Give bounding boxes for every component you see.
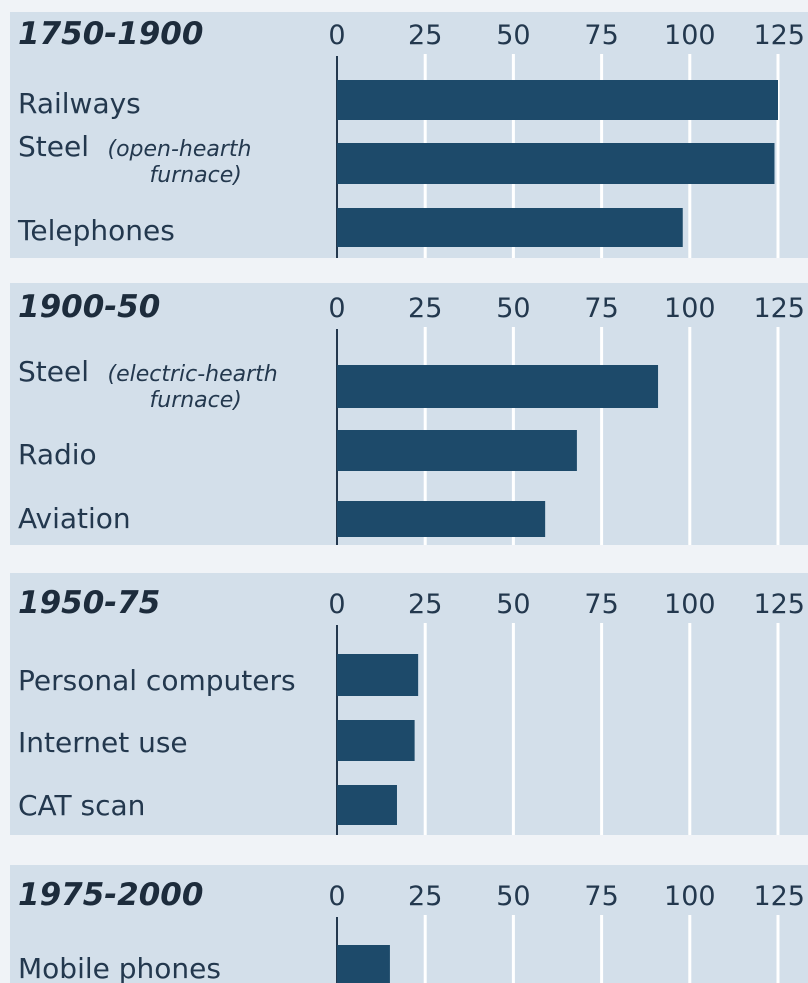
panel-4-tick-label: 75 [584,881,618,912]
bar-3-2 [337,720,415,761]
bar-1-2 [337,143,775,184]
panel-2-tick-label: 25 [408,293,442,324]
panel-1-tick-label: 75 [584,20,618,51]
bar-2-1-note-line-2: furnace) [150,388,242,413]
panel-2-period-label: 1900-50 [18,289,160,325]
bar-1-1 [337,80,778,120]
panel-1-tick-label: 50 [496,20,530,51]
bar-1-3 [337,208,683,247]
bar-3-2-category-label: Internet use [18,726,188,759]
panel-3-tick-label: 75 [584,589,618,620]
bar-1-2-category-label: Steel [18,130,89,163]
panel-4-tick-label: 125 [753,881,805,912]
bar-2-1-note-line-1: (electric-hearth [108,362,278,387]
bar-1-3-category-label: Telephones [17,214,175,247]
bar-2-1-category-label: Steel [18,355,89,388]
panel-1-tick-label: 125 [753,20,805,51]
bar-3-1 [337,654,419,696]
bar-3-3-category-label: CAT scan [18,789,145,822]
bar-1-2-note-line-1: (open-hearth [108,137,252,162]
panel-2-tick-label: 100 [664,293,716,324]
panel-4-tick-label: 50 [496,881,530,912]
panel-2-tick-label: 125 [753,293,805,324]
panel-4-background [10,865,808,983]
panel-1-tick-label: 0 [328,20,345,51]
panel-4-tick-label: 100 [664,881,716,912]
panel-1-tick-label: 100 [664,20,716,51]
bar-1-1-category-label: Railways [18,87,141,120]
panel-1-period-label: 1750-1900 [18,16,203,52]
bar-2-2 [337,430,577,471]
bar-2-3 [337,501,546,537]
panel-2-tick-label: 50 [496,293,530,324]
panel-3-tick-label: 125 [753,589,805,620]
bar-1-2-note-line-2: furnace) [150,163,242,188]
panel-2-tick-label: 0 [328,293,345,324]
panel-3-tick-label: 25 [408,589,442,620]
bar-3-1-category-label: Personal computers [18,664,296,697]
panel-4-period-label: 1975-2000 [18,877,203,913]
bar-4-1-category-label: Mobile phones [18,952,221,983]
panel-4-tick-label: 0 [328,881,345,912]
bar-2-2-category-label: Radio [18,438,97,471]
panel-3-tick-label: 50 [496,589,530,620]
panel-3-period-label: 1950-75 [18,585,160,621]
panel-4-tick-label: 25 [408,881,442,912]
bar-4-1 [337,945,390,983]
panel-1-tick-label: 25 [408,20,442,51]
panel-2-tick-label: 75 [584,293,618,324]
panel-3-background [10,573,808,835]
bar-2-1 [337,365,659,408]
bar-3-3 [337,785,397,825]
bar-2-3-category-label: Aviation [18,502,131,535]
panel-3-tick-label: 0 [328,589,345,620]
panel-3-tick-label: 100 [664,589,716,620]
